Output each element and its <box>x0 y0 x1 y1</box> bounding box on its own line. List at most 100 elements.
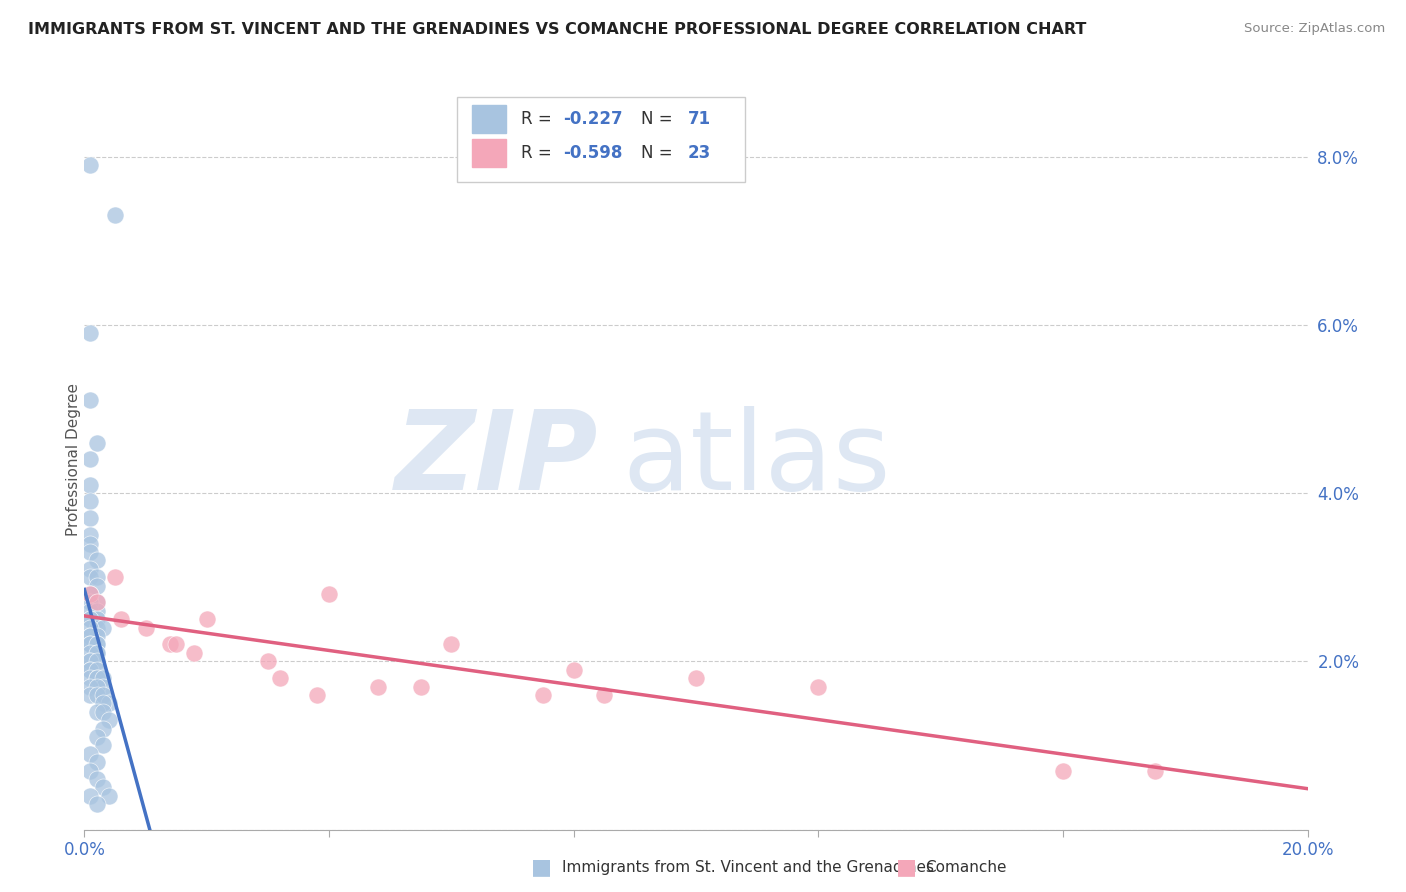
Text: atlas: atlas <box>623 406 891 513</box>
Point <box>86 604 108 618</box>
Point <box>367 680 389 694</box>
Point <box>1143 764 1166 778</box>
Point <box>79 637 101 651</box>
Text: Source: ZipAtlas.com: Source: ZipAtlas.com <box>1244 22 1385 36</box>
Point <box>79 680 101 694</box>
Point <box>79 536 101 550</box>
Text: -0.598: -0.598 <box>562 144 621 161</box>
Text: IMMIGRANTS FROM ST. VINCENT AND THE GRENADINES VS COMANCHE PROFESSIONAL DEGREE C: IMMIGRANTS FROM ST. VINCENT AND THE GREN… <box>28 22 1087 37</box>
Point <box>79 629 101 643</box>
Text: 23: 23 <box>688 144 710 161</box>
Point <box>79 621 101 635</box>
Point <box>79 511 101 525</box>
Point <box>86 654 108 668</box>
Point <box>409 680 432 694</box>
Point <box>79 654 101 668</box>
Text: Comanche: Comanche <box>925 860 1007 874</box>
Point <box>86 671 108 685</box>
Text: ■: ■ <box>531 857 551 877</box>
Point <box>91 705 114 719</box>
Text: R =: R = <box>522 110 557 128</box>
Point <box>79 570 101 584</box>
Point <box>91 688 114 702</box>
Point <box>86 688 108 702</box>
Point <box>91 780 114 795</box>
Point <box>79 587 101 601</box>
Point <box>79 629 101 643</box>
Point <box>91 722 114 736</box>
Bar <box>472 139 506 167</box>
Point <box>110 612 132 626</box>
Point <box>195 612 218 626</box>
Bar <box>472 104 506 133</box>
Point <box>79 326 101 341</box>
Point <box>91 671 114 685</box>
Point <box>79 646 101 660</box>
Point <box>86 680 108 694</box>
Point <box>91 697 114 711</box>
Point <box>86 646 108 660</box>
Point <box>165 637 187 651</box>
Text: -0.227: -0.227 <box>562 110 623 128</box>
Point <box>86 621 108 635</box>
Point <box>79 452 101 467</box>
Point <box>79 604 101 618</box>
Point <box>79 587 101 601</box>
Point <box>79 477 101 491</box>
Point <box>531 688 554 702</box>
Point <box>562 663 585 677</box>
Point <box>86 578 108 592</box>
Point <box>86 797 108 812</box>
Point <box>79 494 101 508</box>
Point <box>79 747 101 761</box>
Point <box>807 680 830 694</box>
Point <box>86 637 108 651</box>
Point <box>97 789 120 803</box>
Point <box>79 671 101 685</box>
Text: N =: N = <box>641 144 678 161</box>
Point <box>593 688 616 702</box>
Point <box>79 764 101 778</box>
Text: ■: ■ <box>897 857 917 877</box>
Point <box>159 637 181 651</box>
Text: R =: R = <box>522 144 557 161</box>
Point <box>305 688 328 702</box>
Point <box>86 553 108 567</box>
Point <box>91 739 114 753</box>
Point <box>79 158 101 172</box>
Point <box>79 545 101 559</box>
Point <box>86 570 108 584</box>
Point <box>97 713 120 727</box>
Point <box>86 646 108 660</box>
Text: N =: N = <box>641 110 678 128</box>
Point <box>79 663 101 677</box>
Point <box>86 629 108 643</box>
Point <box>86 663 108 677</box>
Point <box>91 680 114 694</box>
Point <box>86 612 108 626</box>
Point <box>104 208 127 222</box>
Point <box>86 637 108 651</box>
Point <box>79 663 101 677</box>
Point <box>86 435 108 450</box>
Point <box>86 756 108 770</box>
Point <box>86 730 108 744</box>
Point <box>79 612 101 626</box>
Point <box>79 612 101 626</box>
Point <box>86 772 108 786</box>
Point <box>79 595 101 609</box>
Point <box>183 646 205 660</box>
Point <box>86 705 108 719</box>
Point <box>79 587 101 601</box>
FancyBboxPatch shape <box>457 96 745 182</box>
Point <box>79 654 101 668</box>
Point <box>79 688 101 702</box>
Point <box>79 393 101 408</box>
Point <box>79 528 101 542</box>
Point <box>91 621 114 635</box>
Point <box>135 621 157 635</box>
Point <box>1052 764 1074 778</box>
Point <box>104 570 127 584</box>
Point <box>318 587 340 601</box>
Text: ZIP: ZIP <box>395 406 598 513</box>
